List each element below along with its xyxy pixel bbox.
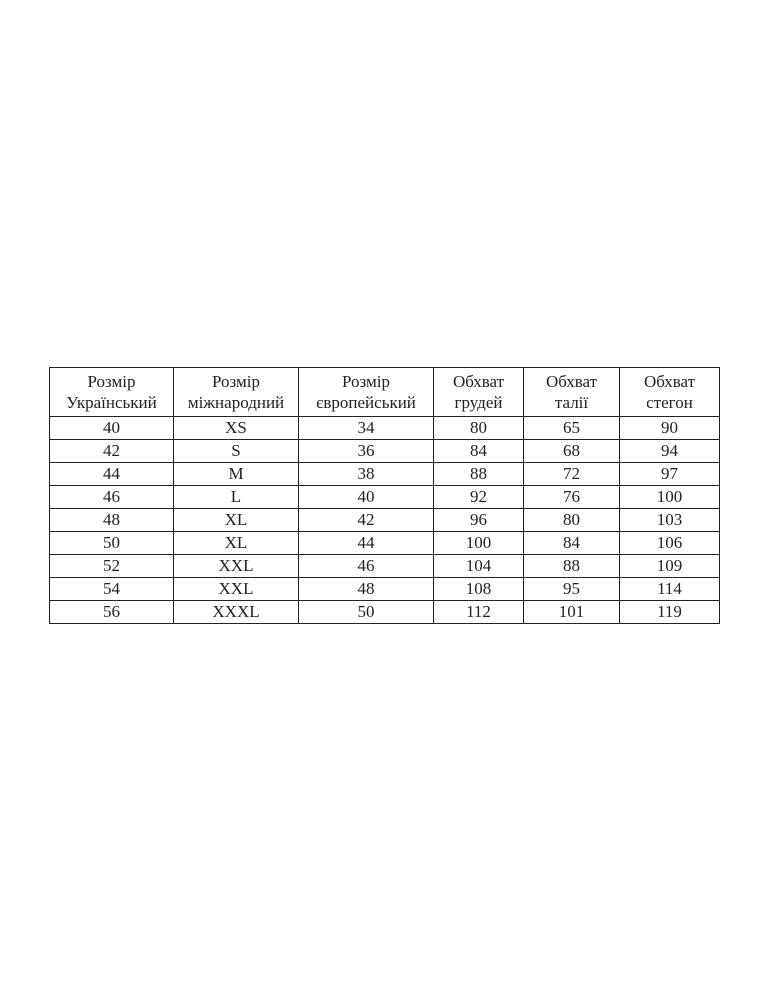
header-text: Розмір (212, 372, 260, 391)
table-cell: 68 (523, 439, 620, 463)
table-cell: 38 (298, 462, 434, 486)
table-row: 50 XL 44 100 84 106 (49, 531, 720, 555)
table-cell: 50 (49, 531, 174, 555)
header-text: Український (66, 393, 157, 412)
header-text: європейський (316, 393, 416, 412)
table-row: 44 M 38 88 72 97 (49, 462, 720, 486)
table-cell: 36 (298, 439, 434, 463)
table-cell: XXXL (173, 600, 299, 624)
header-cell: Розмір Український (49, 367, 174, 417)
table-cell: XL (173, 531, 299, 555)
table-cell: 48 (298, 577, 434, 601)
header-text: талії (554, 393, 589, 412)
header-text: Обхват (545, 372, 598, 391)
header-text: Розмір (87, 372, 136, 391)
header-text: Обхват (643, 372, 696, 391)
header-text: Розмір (342, 372, 390, 391)
table-cell: 50 (298, 600, 434, 624)
table-cell: 114 (619, 577, 720, 601)
table-cell: XXL (173, 577, 299, 601)
table-row: 42 S 36 84 68 94 (49, 439, 720, 463)
header-cell: Розмір міжнародний (173, 367, 299, 417)
size-table: Розмір Український Розмір міжнародний Розмір… (49, 367, 720, 624)
table-cell: M (173, 462, 299, 486)
table-cell: 96 (433, 508, 524, 532)
table-cell: 104 (433, 554, 524, 578)
table-cell: 106 (619, 531, 720, 555)
header-cell: Розмір європейський (298, 367, 434, 417)
table-cell: 97 (619, 462, 720, 486)
table-cell: 44 (298, 531, 434, 555)
table-cell: 65 (523, 416, 620, 440)
header-text: Обхват (452, 372, 505, 391)
header-cell: Обхват стегон (619, 367, 720, 417)
table-cell: S (173, 439, 299, 463)
table-cell: 80 (523, 508, 620, 532)
table-row: 56 XXXL 50 112 101 119 (49, 600, 720, 624)
table-cell: 100 (433, 531, 524, 555)
table-cell: 109 (619, 554, 720, 578)
table-cell: 90 (619, 416, 720, 440)
table-row: 40 XS 34 80 65 90 (49, 416, 720, 440)
table-cell: 101 (523, 600, 620, 624)
table-cell: 103 (619, 508, 720, 532)
table-cell: 92 (433, 485, 524, 509)
table-cell: 76 (523, 485, 620, 509)
table-cell: L (173, 485, 299, 509)
table-cell: 44 (49, 462, 174, 486)
table-cell: 88 (433, 462, 524, 486)
table-cell: 119 (619, 600, 720, 624)
table-cell: 40 (49, 416, 174, 440)
header-row: Розмір Український Розмір міжнародний Розмір… (49, 367, 720, 417)
table-cell: 56 (49, 600, 174, 624)
table-cell: 112 (433, 600, 524, 624)
table-cell: 54 (49, 577, 174, 601)
table-cell: XL (173, 508, 299, 532)
table-cell: 42 (298, 508, 434, 532)
header-text: стегон (646, 393, 693, 412)
table-cell: 42 (49, 439, 174, 463)
table-cell: 94 (619, 439, 720, 463)
table-cell: 100 (619, 485, 720, 509)
table-cell: XS (173, 416, 299, 440)
header-text: грудей (454, 393, 503, 412)
table-cell: 80 (433, 416, 524, 440)
table-row: 52 XXL 46 104 88 109 (49, 554, 720, 578)
table-cell: 46 (49, 485, 174, 509)
table-row: 46 L 40 92 76 100 (49, 485, 720, 509)
table-cell: 95 (523, 577, 620, 601)
table-row: 48 XL 42 96 80 103 (49, 508, 720, 532)
table-row: 54 XXL 48 108 95 114 (49, 577, 720, 601)
table-body: 40 XS 34 80 65 90 42 S 36 84 68 94 44 M 38 88 72 97 46 L 40 9… (49, 416, 720, 624)
table-cell: 46 (298, 554, 434, 578)
table-cell: 40 (298, 485, 434, 509)
table-cell: 88 (523, 554, 620, 578)
table-cell: XXL (173, 554, 299, 578)
header-cell: Обхват талії (523, 367, 620, 417)
table-cell: 72 (523, 462, 620, 486)
table-cell: 84 (433, 439, 524, 463)
header-cell: Обхват грудей (433, 367, 524, 417)
header-text: міжнародний (187, 393, 285, 412)
table-cell: 48 (49, 508, 174, 532)
table-cell: 108 (433, 577, 524, 601)
table-cell: 34 (298, 416, 434, 440)
table-cell: 52 (49, 554, 174, 578)
table-cell: 84 (523, 531, 620, 555)
